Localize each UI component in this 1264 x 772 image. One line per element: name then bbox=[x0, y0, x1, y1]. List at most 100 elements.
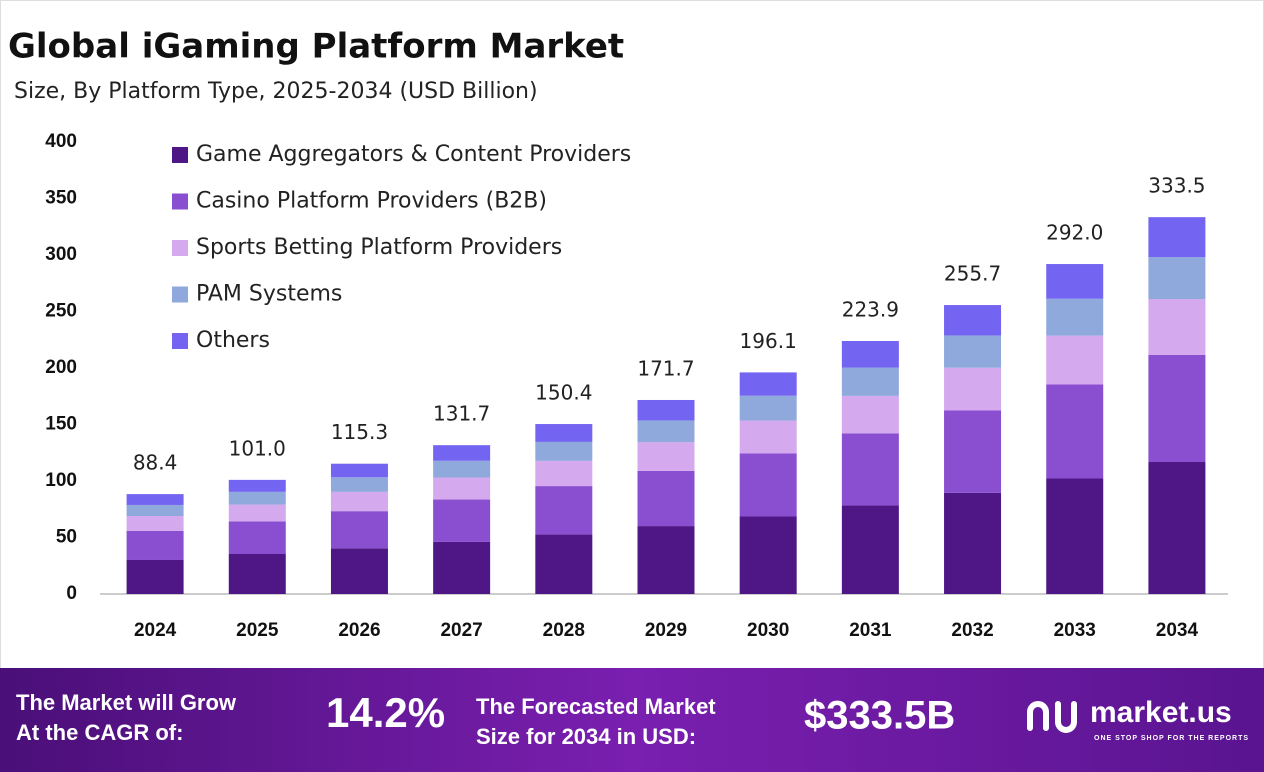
bar-segment bbox=[126, 516, 184, 531]
total-label: 150.4 bbox=[535, 381, 592, 405]
bar-segment bbox=[637, 442, 695, 471]
x-tick-label: 2027 bbox=[440, 620, 482, 641]
legend-label: Sports Betting Platform Providers bbox=[196, 235, 562, 260]
total-label: 196.1 bbox=[740, 329, 797, 353]
y-tick-label: 0 bbox=[66, 583, 77, 604]
x-tick-label: 2031 bbox=[849, 620, 892, 641]
bar-segment bbox=[535, 424, 593, 442]
bar-segment bbox=[330, 548, 388, 594]
bar-segment bbox=[535, 460, 593, 487]
footer-banner bbox=[0, 668, 1264, 772]
total-label: 131.7 bbox=[433, 402, 490, 426]
y-tick-label: 300 bbox=[45, 244, 77, 265]
bar-segment bbox=[433, 460, 491, 478]
cagr-label: The Market will Grow bbox=[16, 690, 237, 715]
bar-segment bbox=[126, 559, 184, 594]
bar-segment bbox=[433, 541, 491, 594]
y-tick-label: 200 bbox=[45, 357, 77, 378]
legend-swatch bbox=[172, 333, 188, 349]
bar-segment bbox=[1148, 217, 1206, 258]
bar-segment bbox=[1046, 478, 1104, 594]
bar-segment bbox=[637, 526, 695, 594]
bar-segment bbox=[228, 491, 286, 505]
bar-segment bbox=[433, 477, 491, 500]
total-label: 223.9 bbox=[842, 297, 899, 321]
bar-segment bbox=[944, 335, 1002, 368]
y-tick-label: 50 bbox=[56, 527, 77, 548]
bar-segment bbox=[944, 367, 1002, 411]
bar-segment bbox=[739, 516, 797, 594]
x-tick-label: 2028 bbox=[543, 620, 585, 641]
legend-swatch bbox=[172, 240, 188, 256]
bar-segment bbox=[535, 441, 593, 461]
x-tick-label: 2034 bbox=[1156, 620, 1199, 641]
forecast-value: $333.5B bbox=[804, 694, 955, 738]
y-tick-label: 400 bbox=[45, 131, 77, 152]
bar-segment bbox=[637, 399, 695, 421]
brand-name: market.us bbox=[1090, 696, 1232, 729]
total-label: 171.7 bbox=[637, 356, 694, 380]
legend-swatch bbox=[172, 147, 188, 163]
legend-swatch bbox=[172, 193, 188, 210]
x-tick-label: 2026 bbox=[338, 620, 380, 641]
total-label: 101.0 bbox=[229, 436, 286, 460]
total-label: 255.7 bbox=[944, 262, 1001, 286]
x-tick-label: 2029 bbox=[645, 620, 687, 641]
bar-segment bbox=[841, 340, 899, 368]
forecast-label: The Forecasted Market bbox=[476, 694, 716, 719]
bar-segment bbox=[1046, 335, 1104, 385]
bar-segment bbox=[841, 395, 899, 434]
bar-segment bbox=[1148, 299, 1206, 356]
chart-title: Global iGaming Platform Market bbox=[8, 27, 624, 67]
x-tick-label: 2030 bbox=[747, 620, 789, 641]
legend-label: Others bbox=[196, 328, 270, 353]
total-label: 88.4 bbox=[133, 451, 178, 475]
y-tick-label: 250 bbox=[45, 301, 77, 322]
bar-segment bbox=[1046, 264, 1104, 299]
bar-segment bbox=[944, 410, 1002, 493]
bar-segment bbox=[330, 511, 388, 549]
bar-segment bbox=[126, 504, 184, 517]
cagr-value: 14.2% bbox=[326, 689, 445, 736]
y-tick-label: 100 bbox=[45, 470, 77, 491]
bar-segment bbox=[433, 499, 491, 542]
bar-segment bbox=[126, 530, 184, 560]
total-label: 292.0 bbox=[1046, 221, 1103, 245]
total-label: 333.5 bbox=[1148, 174, 1205, 198]
bar-segment bbox=[228, 504, 286, 522]
chart-subtitle: Size, By Platform Type, 2025-2034 (USD B… bbox=[14, 79, 538, 104]
legend-label: PAM Systems bbox=[196, 282, 342, 307]
bar-segment bbox=[637, 420, 695, 443]
total-label: 115.3 bbox=[331, 420, 388, 444]
bar-segment bbox=[1148, 462, 1206, 594]
bar-segment bbox=[841, 367, 899, 396]
x-tick-label: 2033 bbox=[1054, 620, 1096, 641]
bar-segment bbox=[739, 453, 797, 517]
legend-swatch bbox=[172, 286, 188, 303]
x-tick-label: 2032 bbox=[951, 620, 993, 641]
bar-segment bbox=[841, 433, 899, 506]
bar-segment bbox=[739, 395, 797, 421]
bar-segment bbox=[330, 491, 388, 512]
forecast-label: Size for 2034 in USD: bbox=[476, 724, 696, 749]
legend-label: Game Aggregators & Content Providers bbox=[196, 142, 631, 167]
bar-segment bbox=[1046, 298, 1104, 336]
brand-logo bbox=[1027, 701, 1077, 733]
bar-segment bbox=[228, 479, 286, 492]
bar-segment bbox=[535, 486, 593, 535]
cagr-label: At the CAGR of: bbox=[16, 720, 183, 745]
bar-segment bbox=[433, 445, 491, 461]
x-tick-label: 2024 bbox=[134, 620, 177, 641]
bar-segment bbox=[739, 372, 797, 396]
bar-segment bbox=[841, 505, 899, 594]
brand-tagline: ONE STOP SHOP FOR THE REPORTS bbox=[1094, 735, 1249, 742]
bar-segment bbox=[126, 494, 184, 505]
y-tick-label: 350 bbox=[45, 188, 77, 209]
bar-segment bbox=[637, 470, 695, 527]
bar-segment bbox=[1148, 257, 1206, 300]
legend-label: Casino Platform Providers (B2B) bbox=[196, 189, 547, 214]
bar-segment bbox=[330, 477, 388, 492]
bar-segment bbox=[228, 521, 286, 554]
bar-segment bbox=[1148, 355, 1206, 463]
